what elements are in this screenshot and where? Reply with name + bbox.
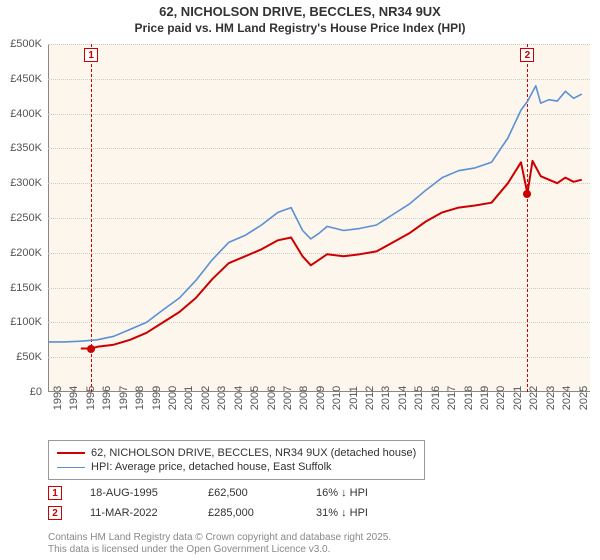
y-tick-label: £50K xyxy=(16,351,42,363)
x-tick-label: 2020 xyxy=(495,386,507,410)
chart-area: 12 £0£50K£100K£150K£200K£250K£300K£350K£… xyxy=(48,44,590,392)
series-hpi xyxy=(48,86,582,342)
y-tick-label: £100K xyxy=(10,316,42,328)
sale-marker-icon: 1 xyxy=(48,486,62,500)
y-tick-label: £500K xyxy=(10,38,42,50)
sale-price: £285,000 xyxy=(208,507,288,519)
x-tick-label: 2005 xyxy=(249,386,261,410)
sale-date: 18-AUG-1995 xyxy=(90,487,180,499)
sale-diff: 16% ↓ HPI xyxy=(316,487,406,499)
chart-lines xyxy=(48,44,590,392)
x-tick-label: 2003 xyxy=(216,386,228,410)
chart-subtitle: Price paid vs. HM Land Registry's House … xyxy=(0,21,600,35)
legend-row: HPI: Average price, detached house, East… xyxy=(57,461,416,473)
x-tick-label: 2019 xyxy=(479,386,491,410)
x-tick-label: 2025 xyxy=(578,386,590,410)
legend-box: 62, NICHOLSON DRIVE, BECCLES, NR34 9UX (… xyxy=(48,440,425,480)
x-tick-label: 2013 xyxy=(380,386,392,410)
x-tick-label: 2012 xyxy=(364,386,376,410)
sale-diff: 31% ↓ HPI xyxy=(316,507,406,519)
x-tick-label: 1994 xyxy=(68,386,80,410)
legend-area: 62, NICHOLSON DRIVE, BECCLES, NR34 9UX (… xyxy=(48,440,590,520)
sales-table: 1 18-AUG-1995 £62,500 16% ↓ HPI 2 11-MAR-2022… xyxy=(48,486,590,520)
x-tick-label: 2000 xyxy=(167,386,179,410)
x-tick-label: 2008 xyxy=(298,386,310,410)
x-tick-label: 2023 xyxy=(545,386,557,410)
x-tick-label: 1996 xyxy=(101,386,113,410)
x-tick-label: 2011 xyxy=(348,386,360,410)
plot-region: 12 xyxy=(48,44,590,392)
footer-attribution: Contains HM Land Registry data © Crown c… xyxy=(48,532,391,556)
x-tick-label: 2016 xyxy=(430,386,442,410)
y-tick-label: £250K xyxy=(10,212,42,224)
sale-date: 11-MAR-2022 xyxy=(90,507,180,519)
x-tick-label: 1993 xyxy=(52,386,64,410)
legend-label: HPI: Average price, detached house, East… xyxy=(91,461,332,473)
y-tick-label: £350K xyxy=(10,142,42,154)
x-tick-label: 2007 xyxy=(282,386,294,410)
x-tick-label: 2024 xyxy=(561,386,573,410)
x-tick-label: 2022 xyxy=(528,386,540,410)
sale-marker-icon: 2 xyxy=(48,506,62,520)
legend-swatch xyxy=(57,452,85,454)
x-tick-label: 2018 xyxy=(463,386,475,410)
x-tick-label: 2002 xyxy=(200,386,212,410)
title-block: 62, NICHOLSON DRIVE, BECCLES, NR34 9UX P… xyxy=(0,0,600,37)
y-tick-label: £450K xyxy=(10,73,42,85)
x-tick-label: 2014 xyxy=(397,386,409,410)
y-tick-label: £150K xyxy=(10,282,42,294)
x-tick-label: 2017 xyxy=(446,386,458,410)
footer-line1: Contains HM Land Registry data © Crown c… xyxy=(48,532,391,544)
y-tick-label: £300K xyxy=(10,177,42,189)
legend-row: 62, NICHOLSON DRIVE, BECCLES, NR34 9UX (… xyxy=(57,447,416,459)
sale-row: 1 18-AUG-1995 £62,500 16% ↓ HPI xyxy=(48,486,590,500)
legend-label: 62, NICHOLSON DRIVE, BECCLES, NR34 9UX (… xyxy=(91,447,416,459)
x-tick-label: 1999 xyxy=(151,386,163,410)
footer-line2: This data is licensed under the Open Gov… xyxy=(48,544,391,556)
x-tick-label: 2010 xyxy=(331,386,343,410)
legend-swatch xyxy=(57,467,85,468)
x-tick-label: 2009 xyxy=(315,386,327,410)
sale-row: 2 11-MAR-2022 £285,000 31% ↓ HPI xyxy=(48,506,590,520)
x-tick-label: 1995 xyxy=(85,386,97,410)
y-tick-label: £0 xyxy=(30,386,42,398)
x-tick-label: 2021 xyxy=(512,386,524,410)
y-tick-label: £200K xyxy=(10,247,42,259)
x-tick-label: 2015 xyxy=(413,386,425,410)
x-tick-label: 2001 xyxy=(183,386,195,410)
series-price_paid xyxy=(81,161,582,349)
x-tick-label: 2006 xyxy=(266,386,278,410)
x-tick-label: 1998 xyxy=(134,386,146,410)
y-tick-label: £400K xyxy=(10,108,42,120)
x-tick-label: 1997 xyxy=(118,386,130,410)
x-tick-label: 2004 xyxy=(233,386,245,410)
sale-price: £62,500 xyxy=(208,487,288,499)
chart-title: 62, NICHOLSON DRIVE, BECCLES, NR34 9UX xyxy=(0,4,600,19)
